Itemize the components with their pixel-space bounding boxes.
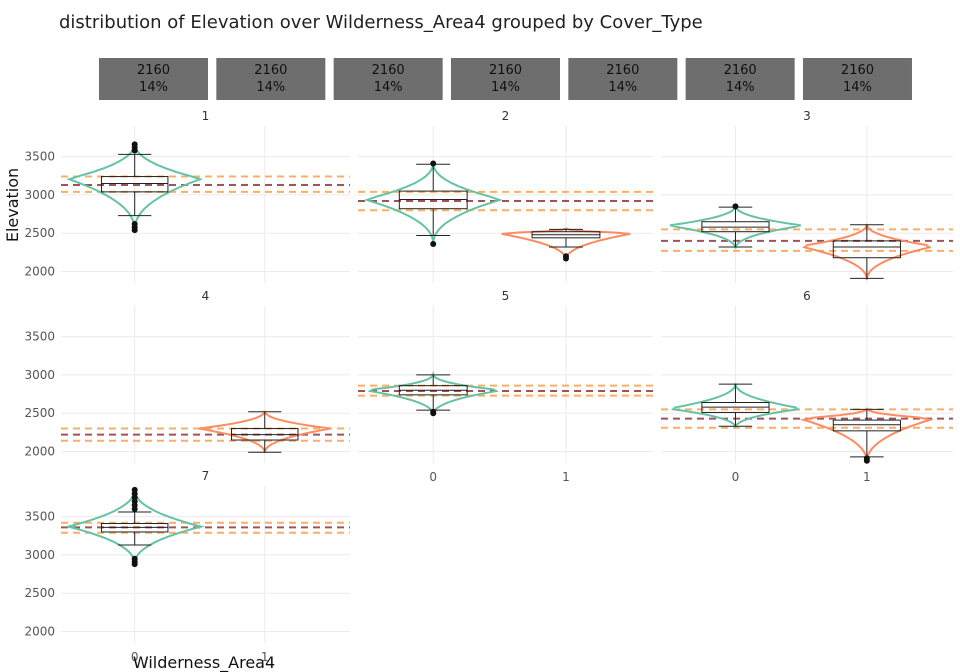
count-box: 2160 14% bbox=[99, 58, 208, 100]
y-tick-label: 2500 bbox=[24, 226, 55, 240]
count-box: 2160 14% bbox=[333, 58, 443, 100]
count-box: 2160 14% bbox=[802, 58, 912, 100]
outlier-point bbox=[131, 221, 138, 228]
y-tick-label: 3000 bbox=[24, 548, 55, 562]
y-tick-label: 3000 bbox=[24, 188, 55, 202]
outlier-point bbox=[131, 486, 138, 493]
count-box: 2160 14% bbox=[216, 58, 326, 100]
y-tick-label: 3000 bbox=[24, 368, 55, 382]
facet-label: 3 bbox=[803, 109, 811, 123]
count-percent: 14% bbox=[491, 80, 520, 95]
violin-1 bbox=[198, 410, 331, 454]
count-value: 2160 bbox=[489, 63, 522, 78]
outlier-point bbox=[562, 253, 569, 260]
violin-1 bbox=[799, 407, 934, 463]
count-box-bg bbox=[685, 58, 795, 100]
facet-panel-4: 4 2000 2500 3000 3500 bbox=[24, 289, 350, 463]
count-box: 2160 14% bbox=[568, 58, 678, 100]
facet-label: 7 bbox=[202, 469, 210, 483]
outlier-point bbox=[430, 160, 437, 167]
count-box-bg bbox=[450, 58, 560, 100]
count-value: 2160 bbox=[137, 63, 170, 78]
x-tick-label: 0 bbox=[732, 470, 740, 484]
x-tick-label: 0 bbox=[131, 650, 139, 664]
y-tick-label: 2500 bbox=[24, 406, 55, 420]
facet-label: 4 bbox=[202, 289, 210, 303]
count-percent: 14% bbox=[256, 80, 285, 95]
facet-panel-2: 2 bbox=[358, 109, 653, 283]
facet-label: 2 bbox=[502, 109, 510, 123]
violin-0 bbox=[670, 383, 801, 429]
y-axis-title: Elevation bbox=[3, 168, 22, 242]
outlier-point bbox=[430, 408, 437, 415]
count-percent: 14% bbox=[374, 80, 403, 95]
outlier-point bbox=[863, 455, 870, 462]
facet-label: 5 bbox=[502, 289, 510, 303]
y-tick-label: 3500 bbox=[24, 330, 55, 344]
x-tick-label: 1 bbox=[863, 470, 871, 484]
y-tick-label: 2500 bbox=[24, 586, 55, 600]
outlier-point bbox=[131, 555, 138, 562]
count-value: 2160 bbox=[372, 63, 405, 78]
count-value: 2160 bbox=[841, 63, 874, 78]
count-box-bg bbox=[568, 58, 678, 100]
x-axis-title: Wilderness_Area4 bbox=[133, 653, 275, 672]
violin-0 bbox=[367, 370, 499, 415]
count-box-bg bbox=[802, 58, 912, 100]
outlier-point bbox=[732, 203, 739, 210]
facet-panel-1: 1 2000 2500 3000 3500 bbox=[24, 109, 350, 283]
y-tick-label: 2000 bbox=[24, 625, 55, 639]
x-tick-label: 1 bbox=[261, 650, 269, 664]
count-value: 2160 bbox=[724, 63, 757, 78]
x-tick-label: 1 bbox=[562, 470, 570, 484]
outlier-point bbox=[430, 240, 437, 247]
count-box-bg bbox=[99, 58, 208, 100]
y-tick-label: 2000 bbox=[24, 445, 55, 459]
count-boxes: 2160 14% 2160 14% 2160 14% 2160 14% 2160 14% 2160 1… bbox=[99, 58, 912, 100]
count-percent: 14% bbox=[608, 80, 637, 95]
chart-title: distribution of Elevation over Wildernes… bbox=[59, 12, 703, 33]
y-tick-label: 3500 bbox=[24, 150, 55, 164]
facet-panel-7: 7 2000 2500 3000 3500 0 1 bbox=[24, 469, 350, 664]
facet-label: 6 bbox=[803, 289, 811, 303]
count-box-bg bbox=[216, 58, 326, 100]
box-iqr bbox=[832, 419, 901, 432]
count-box-bg bbox=[333, 58, 443, 100]
x-tick-label: 0 bbox=[429, 470, 437, 484]
facet-label: 1 bbox=[202, 109, 210, 123]
violin-1 bbox=[501, 227, 631, 261]
count-percent: 14% bbox=[139, 80, 168, 95]
count-box: 2160 14% bbox=[685, 58, 795, 100]
count-box: 2160 14% bbox=[450, 58, 560, 100]
count-percent: 14% bbox=[726, 80, 755, 95]
y-tick-label: 3500 bbox=[24, 510, 55, 524]
outlier-point bbox=[131, 141, 138, 148]
count-percent: 14% bbox=[843, 80, 872, 95]
count-value: 2160 bbox=[254, 63, 287, 78]
box-iqr bbox=[832, 240, 901, 259]
facet-panel-5: 5 0 1 bbox=[358, 289, 653, 484]
violin-1 bbox=[802, 223, 932, 280]
y-tick-label: 2000 bbox=[24, 265, 55, 279]
facet-panel-3: 3 bbox=[661, 109, 953, 283]
count-value: 2160 bbox=[606, 63, 639, 78]
box-iqr bbox=[100, 176, 169, 193]
facet-panel-6: 6 0 1 bbox=[661, 289, 953, 484]
